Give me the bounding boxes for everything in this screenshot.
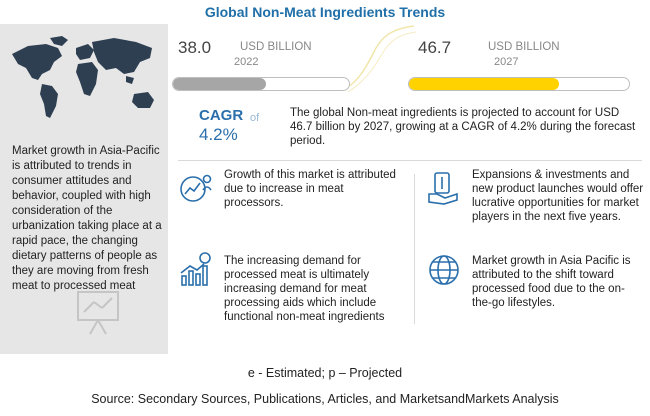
item-text-4: Market growth in Asia Pacific is attribu… xyxy=(472,255,631,309)
bar-chart-dollar-icon xyxy=(180,252,211,286)
watermark-logo-icon xyxy=(77,291,119,335)
divider-horizontal xyxy=(178,160,642,161)
cagr-value: 4.2% xyxy=(199,125,238,144)
globe-icon xyxy=(429,255,459,285)
end-progress-fill xyxy=(409,78,559,90)
item-text-3: The increasing demand for processed meat… xyxy=(224,255,385,323)
end-value: 46.7 xyxy=(418,38,452,57)
world-map-icon xyxy=(12,36,154,118)
end-year: 2027 xyxy=(494,56,519,68)
summary-text: The global Non-meat ingredients is proje… xyxy=(290,107,636,147)
left-description: Market growth in Asia-Pacific is attribu… xyxy=(12,145,162,292)
cagr-of: of xyxy=(250,112,260,124)
main-panel: 38.0 USD BILLION 2022 46.7 USD BILLION 2… xyxy=(168,24,650,354)
start-unit: USD BILLION xyxy=(240,41,312,53)
item-text-1: Growth of this market is attributed due … xyxy=(224,169,396,209)
left-panel: Market growth in Asia-Pacific is attribu… xyxy=(0,24,168,354)
money-hand-icon xyxy=(428,172,458,205)
divider-vertical xyxy=(414,174,415,324)
footer-note: e - Estimated; p – Projected xyxy=(247,366,403,380)
start-value: 38.0 xyxy=(178,38,212,57)
start-year: 2022 xyxy=(234,56,259,68)
start-progress-bar xyxy=(172,77,350,91)
end-progress-bar xyxy=(408,77,630,91)
chart-person-icon xyxy=(180,174,212,202)
cagr-label: CAGR xyxy=(199,107,244,124)
item-text-2: Expansions & investments and new product… xyxy=(472,169,644,223)
page-title: Global Non-Meat Ingredients Trends xyxy=(204,4,446,20)
end-unit: USD BILLION xyxy=(488,41,560,53)
start-progress-fill xyxy=(173,78,267,90)
decorative-curve-icon xyxy=(341,25,417,93)
source-note: Source: Secondary Sources, Publications,… xyxy=(91,392,559,406)
